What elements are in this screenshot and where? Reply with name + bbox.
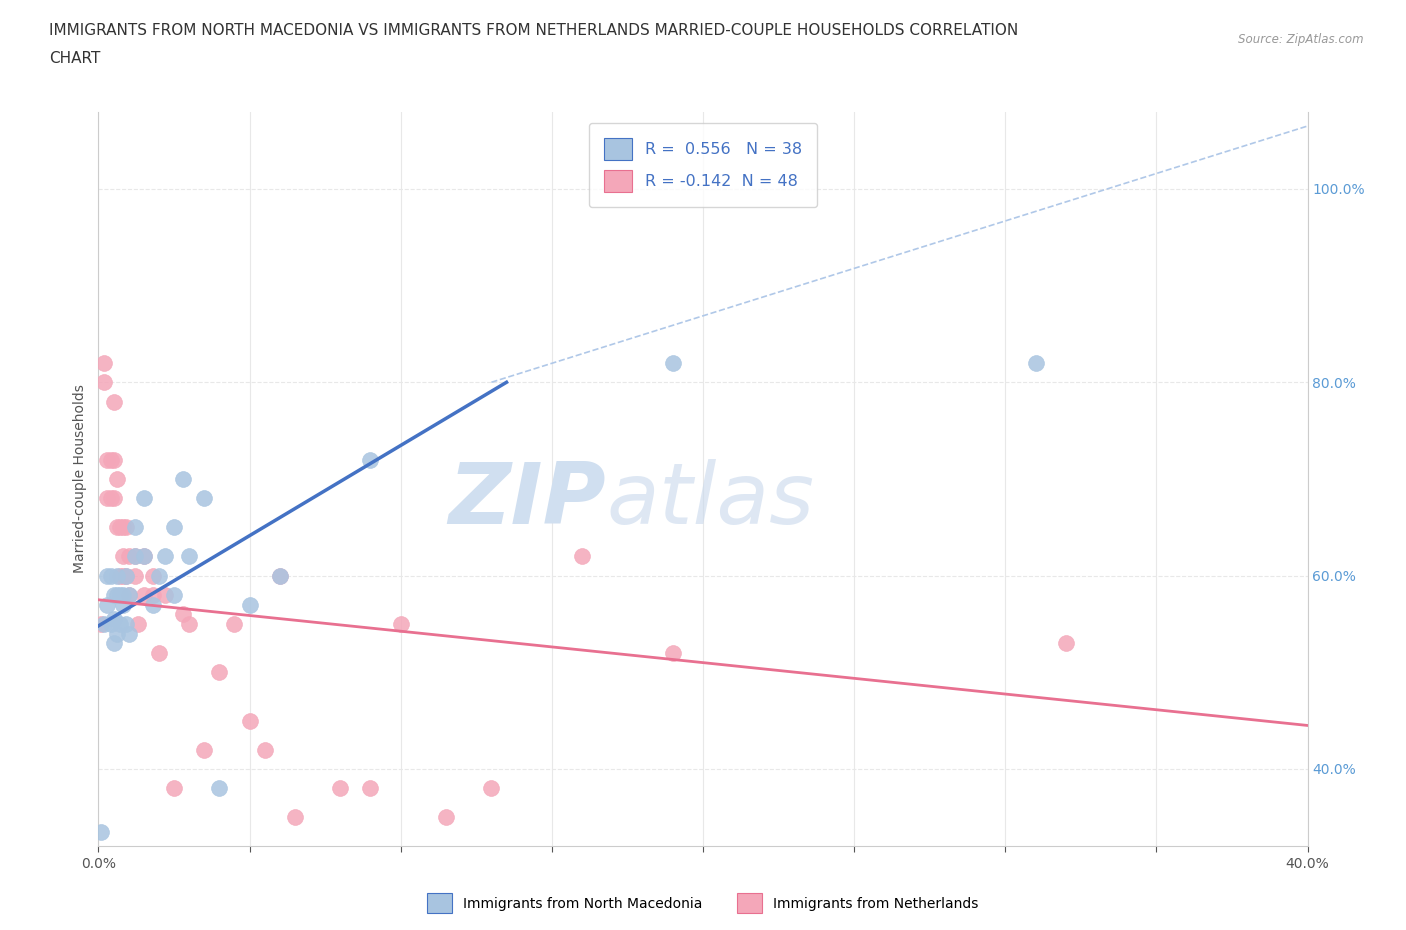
Point: [193, 491, 215, 506]
Point: [103, 394, 125, 409]
Point: [132, 588, 155, 603]
Point: [284, 810, 307, 825]
Point: [163, 520, 186, 535]
Point: [172, 607, 194, 622]
Point: [96, 452, 118, 467]
Point: [179, 617, 201, 631]
Point: [100, 452, 122, 467]
Point: [111, 520, 134, 535]
Point: [142, 568, 165, 583]
Point: [100, 617, 122, 631]
Point: [105, 520, 128, 535]
Point: [114, 520, 136, 535]
Point: [163, 588, 186, 603]
Point: [132, 549, 155, 564]
Point: [124, 549, 146, 564]
Point: [103, 588, 125, 603]
Point: [118, 588, 141, 603]
Point: [142, 588, 165, 603]
Point: [224, 617, 246, 631]
Point: [90, 824, 112, 839]
Point: [114, 568, 136, 583]
Point: [105, 626, 128, 641]
Point: [132, 491, 155, 506]
Point: [153, 588, 176, 603]
Text: atlas: atlas: [606, 459, 814, 542]
Point: [127, 617, 149, 631]
Legend: R =  0.556   N = 38, R = -0.142  N = 48: R = 0.556 N = 38, R = -0.142 N = 48: [589, 124, 817, 206]
Point: [142, 597, 165, 612]
Point: [118, 626, 141, 641]
Point: [105, 472, 128, 486]
Point: [108, 617, 131, 631]
Point: [208, 665, 231, 680]
Point: [124, 568, 146, 583]
Point: [360, 452, 382, 467]
Point: [114, 568, 136, 583]
Point: [108, 520, 131, 535]
Point: [118, 549, 141, 564]
Point: [111, 588, 134, 603]
Point: [329, 781, 352, 796]
Point: [360, 781, 382, 796]
Point: [96, 568, 118, 583]
Point: [103, 452, 125, 467]
Point: [124, 520, 146, 535]
Text: CHART: CHART: [49, 51, 101, 66]
Point: [571, 549, 593, 564]
Point: [103, 491, 125, 506]
Point: [108, 568, 131, 583]
Point: [114, 617, 136, 631]
Point: [93, 375, 115, 390]
Point: [208, 781, 231, 796]
Point: [111, 568, 134, 583]
Point: [108, 588, 131, 603]
Point: [105, 568, 128, 583]
Point: [103, 636, 125, 651]
Point: [93, 617, 115, 631]
Point: [100, 568, 122, 583]
Point: [111, 597, 134, 612]
Point: [163, 781, 186, 796]
Point: [193, 742, 215, 757]
Point: [389, 617, 412, 631]
Point: [111, 549, 134, 564]
Point: [253, 742, 276, 757]
Point: [132, 549, 155, 564]
Point: [269, 568, 291, 583]
Point: [179, 549, 201, 564]
Legend: Immigrants from North Macedonia, Immigrants from Netherlands: Immigrants from North Macedonia, Immigra…: [422, 887, 984, 919]
Text: ZIP: ZIP: [449, 459, 606, 542]
Y-axis label: Married-couple Households: Married-couple Households: [73, 384, 87, 574]
Point: [124, 549, 146, 564]
Point: [96, 491, 118, 506]
Point: [148, 645, 170, 660]
Text: Source: ZipAtlas.com: Source: ZipAtlas.com: [1239, 33, 1364, 46]
Point: [148, 568, 170, 583]
Point: [93, 355, 115, 370]
Point: [661, 355, 683, 370]
Point: [90, 617, 112, 631]
Point: [239, 713, 262, 728]
Point: [239, 597, 262, 612]
Point: [105, 588, 128, 603]
Point: [96, 597, 118, 612]
Point: [100, 491, 122, 506]
Text: IMMIGRANTS FROM NORTH MACEDONIA VS IMMIGRANTS FROM NETHERLANDS MARRIED-COUPLE HO: IMMIGRANTS FROM NORTH MACEDONIA VS IMMIG…: [49, 23, 1018, 38]
Point: [1054, 636, 1077, 651]
Point: [269, 568, 291, 583]
Point: [481, 781, 503, 796]
Point: [1024, 355, 1046, 370]
Point: [103, 612, 125, 627]
Point: [661, 645, 683, 660]
Point: [434, 810, 457, 825]
Point: [153, 549, 176, 564]
Point: [118, 588, 141, 603]
Point: [172, 472, 194, 486]
